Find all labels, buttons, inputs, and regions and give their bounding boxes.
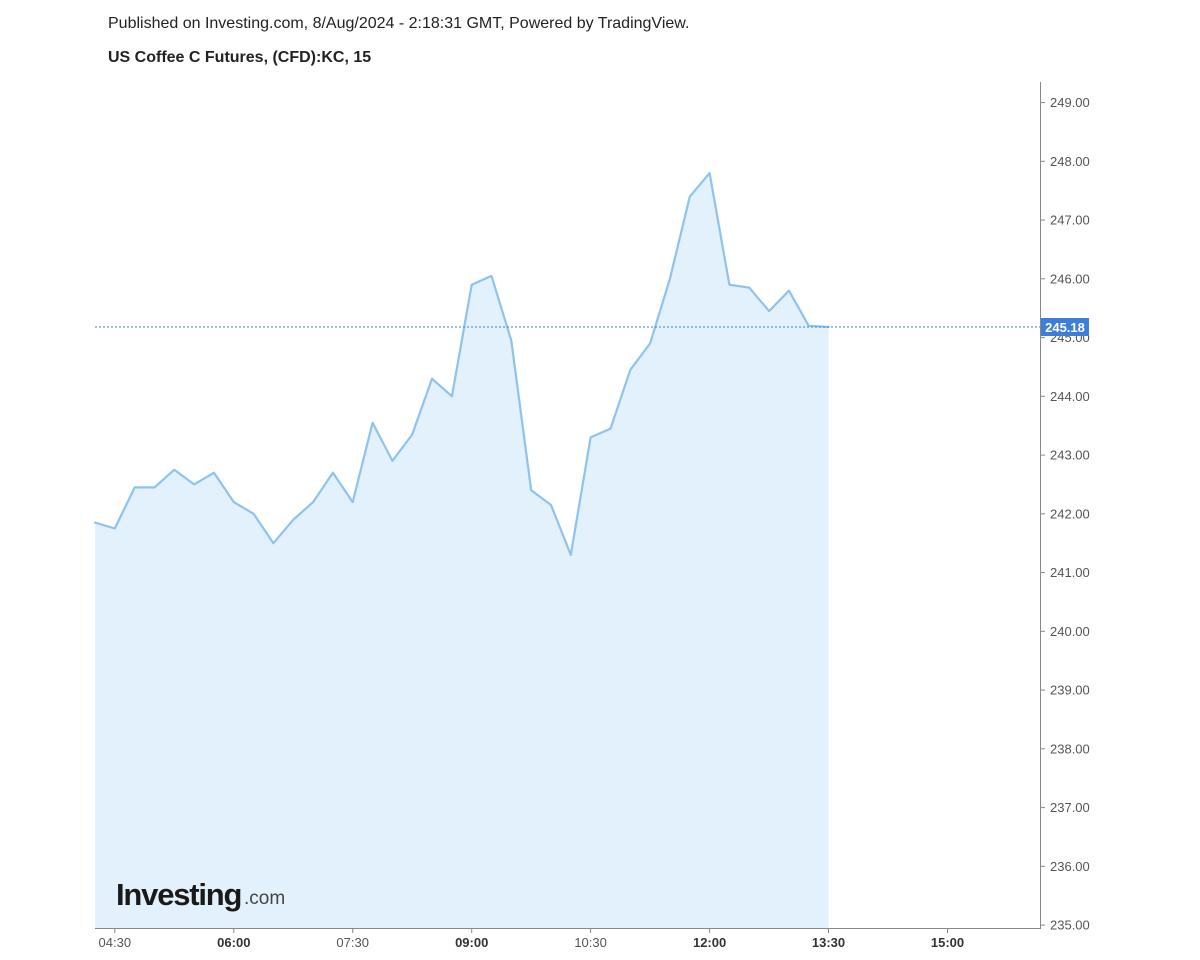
y-tick-label: 244.00 [1050,389,1090,404]
last-price-label: 245.18 [1045,320,1085,335]
y-tick-label: 235.00 [1050,918,1090,933]
x-tick-label: 07:30 [336,935,369,950]
last-price-badge [1041,318,1089,336]
x-tick-label: 10:30 [574,935,607,950]
y-tick-label: 246.00 [1050,271,1090,286]
y-tick-label: 247.00 [1050,213,1090,228]
y-tick-label: 249.00 [1050,95,1090,110]
x-tick-label: 09:00 [455,935,488,950]
logo-suffix: .com [244,888,285,909]
x-tick-label: 13:30 [812,935,845,950]
x-tick-label: 15:00 [931,935,964,950]
y-tick-label: 240.00 [1050,624,1090,639]
chart-title: US Coffee C Futures, (CFD):KC, 15 [108,49,372,66]
price-series-line[interactable] [93,172,830,556]
y-tick-label: 236.00 [1050,859,1090,874]
y-tick-label: 238.00 [1050,741,1090,756]
published-info: Published on Investing.com, 8/Aug/2024 -… [108,15,690,32]
y-tick-label: 243.00 [1050,448,1090,463]
x-tick-label: 06:00 [217,935,250,950]
investing-logo: Investing .com [116,877,285,912]
y-tick-label: 241.00 [1050,565,1090,580]
y-tick-label: 242.00 [1050,506,1090,521]
x-tick-label: 04:30 [99,935,132,950]
y-tick-label: 248.00 [1050,154,1090,169]
price-area-fill [95,173,829,929]
y-tick-label: 239.00 [1050,683,1090,698]
x-tick-label: 12:00 [693,935,726,950]
logo-wordmark: Investing [116,877,241,912]
y-tick-label: 237.00 [1050,800,1090,815]
